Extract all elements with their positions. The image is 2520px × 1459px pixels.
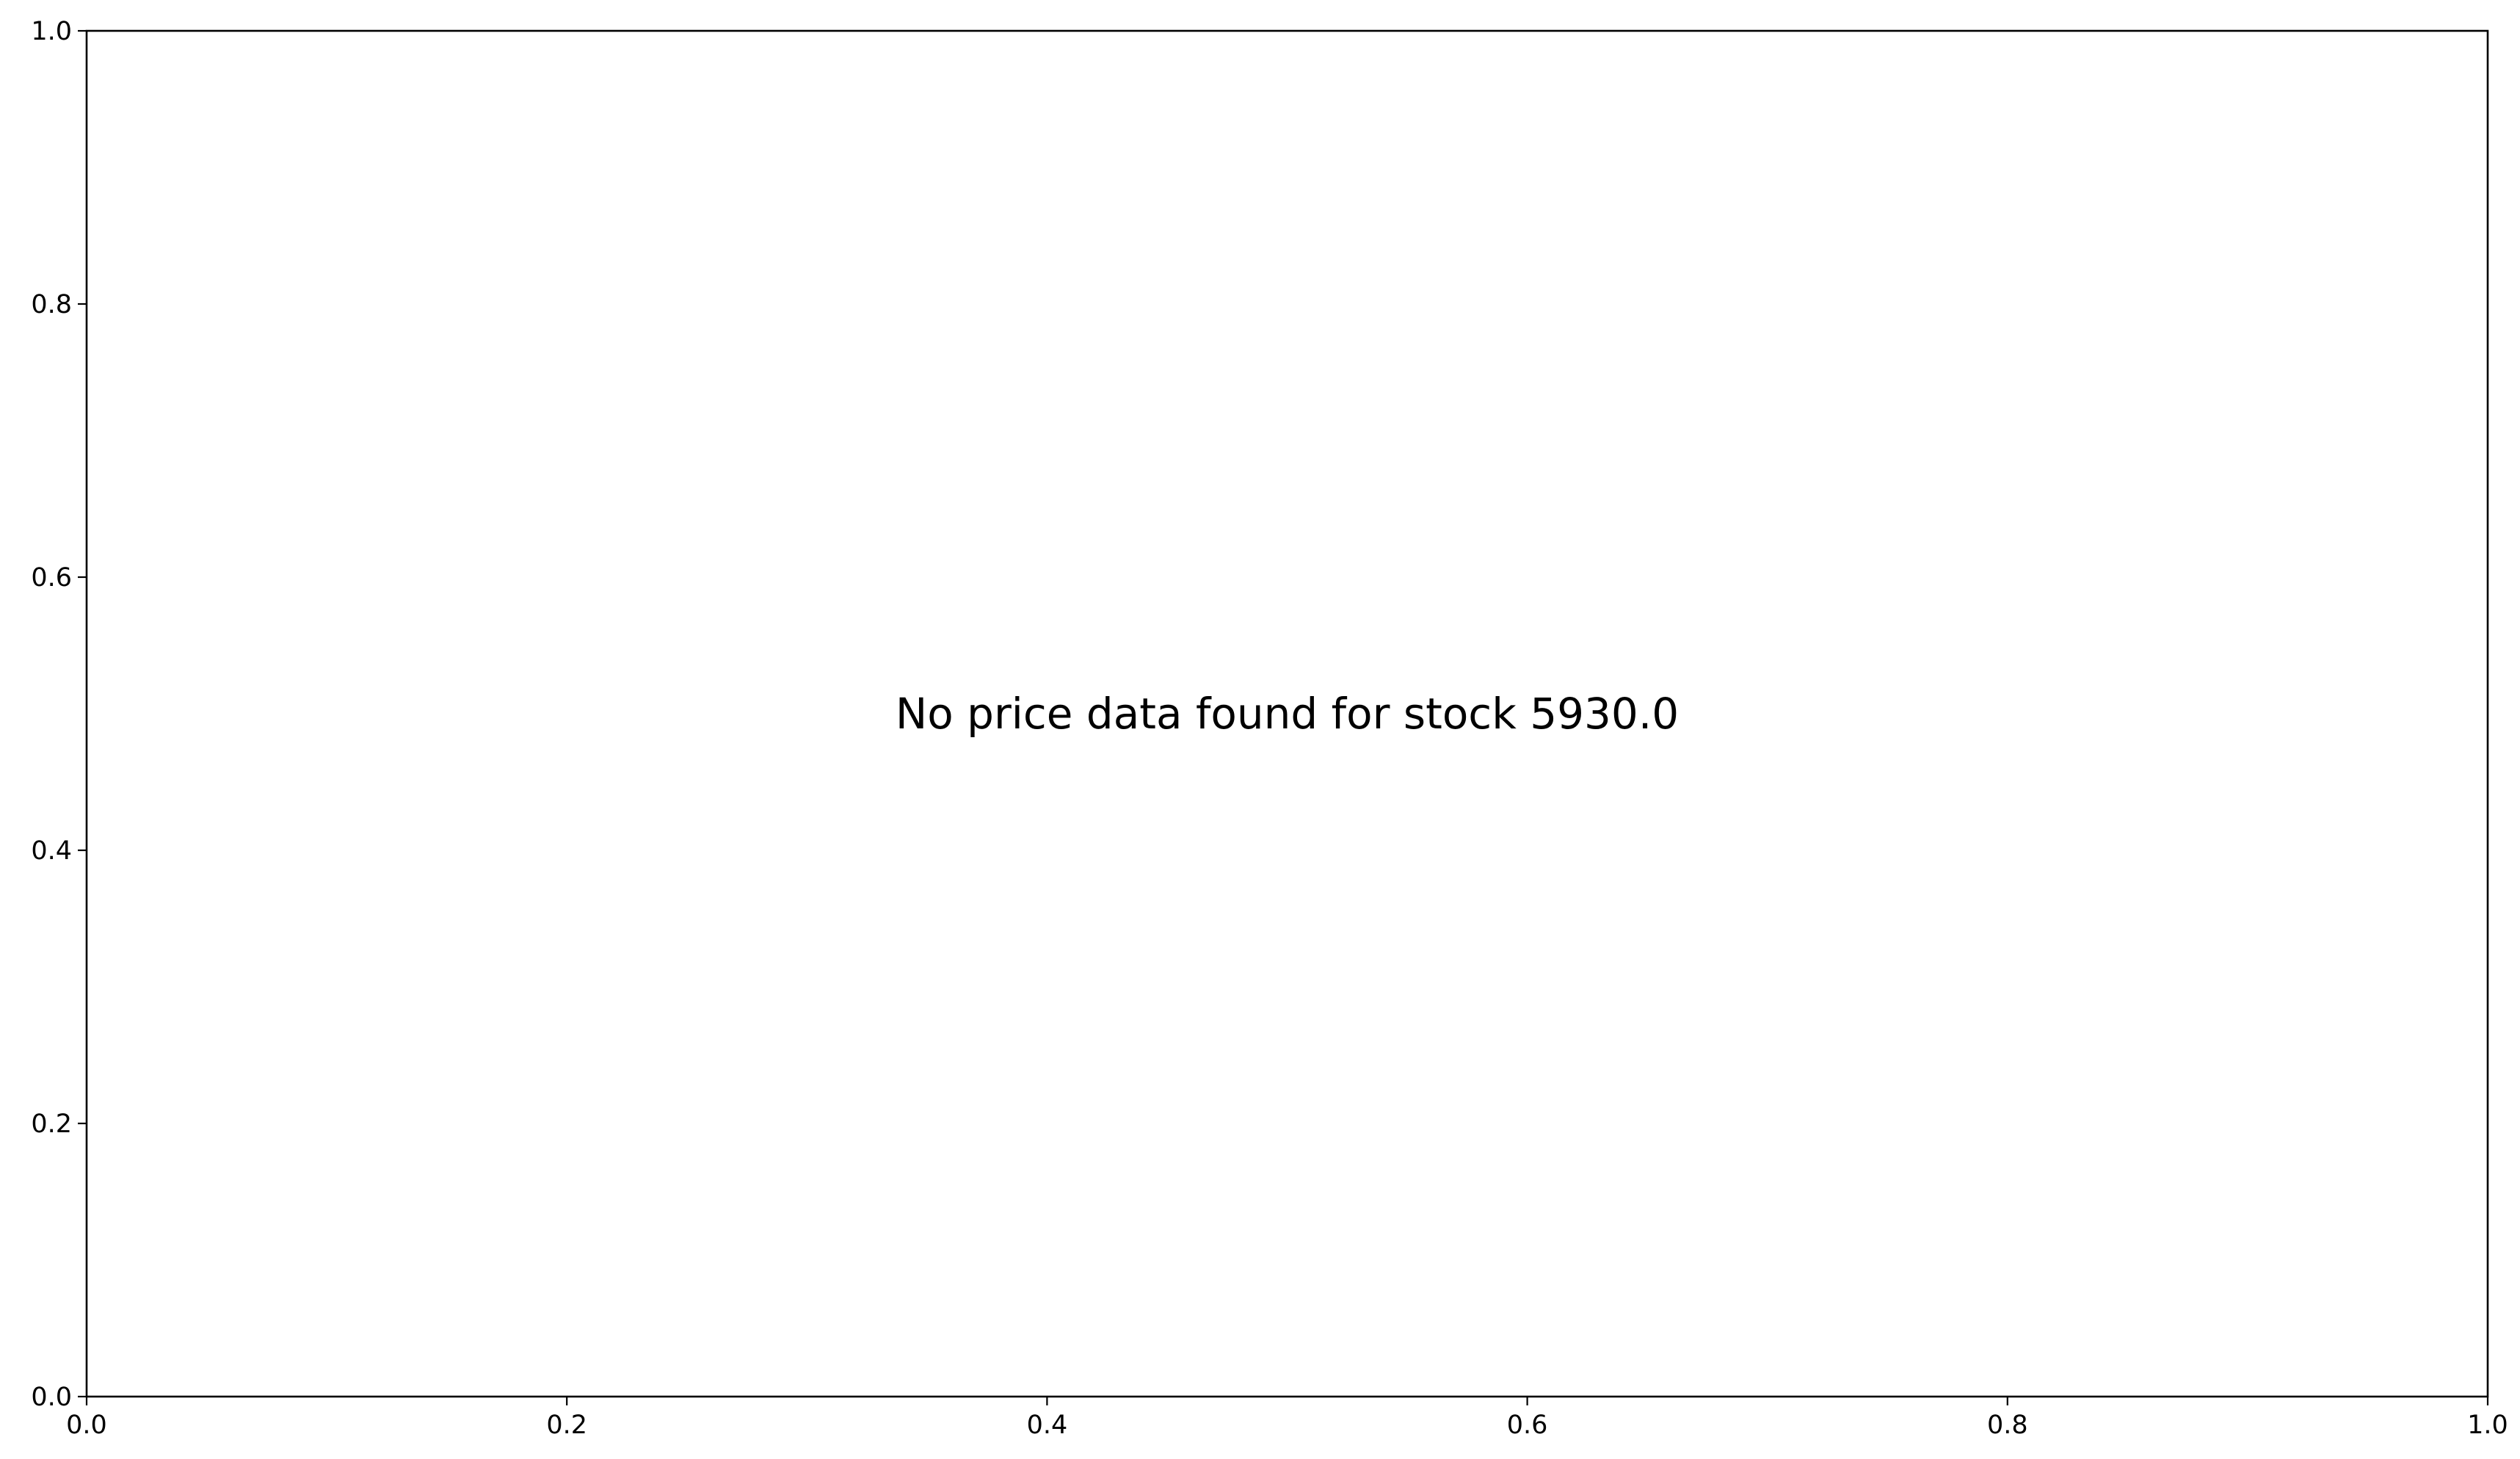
x-tick-label: 1.0 xyxy=(2467,1411,2508,1440)
x-tick-label: 0.6 xyxy=(1507,1411,1548,1440)
axes-frame xyxy=(85,29,2489,1398)
x-tick-label: 0.4 xyxy=(1027,1411,1068,1440)
y-tick-label: 0.0 xyxy=(31,1383,72,1412)
y-tick-label: 0.4 xyxy=(31,836,72,866)
y-tick-label: 1.0 xyxy=(31,17,72,46)
annotations: No price data found for stock 5930.0 xyxy=(896,689,1679,739)
plot-area xyxy=(85,29,2489,1398)
y-tick-label: 0.2 xyxy=(31,1109,72,1139)
y-tick-label: 0.6 xyxy=(31,563,72,593)
x-tick-label: 0.2 xyxy=(546,1411,587,1440)
x-tick-label: 0.0 xyxy=(66,1411,107,1440)
x-axis-ticks: 0.0 0.2 0.4 0.6 0.8 1.0 xyxy=(66,1397,2508,1440)
y-tick-label: 0.8 xyxy=(31,290,72,319)
no-data-message: No price data found for stock 5930.0 xyxy=(896,689,1679,739)
y-axis-ticks: 0.0 0.2 0.4 0.6 0.8 1.0 xyxy=(31,17,87,1412)
x-tick-label: 0.8 xyxy=(1987,1411,2028,1440)
